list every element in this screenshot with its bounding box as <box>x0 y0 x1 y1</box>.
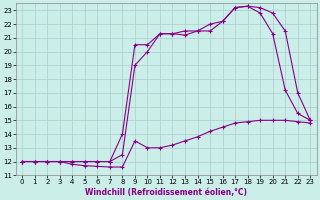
X-axis label: Windchill (Refroidissement éolien,°C): Windchill (Refroidissement éolien,°C) <box>85 188 247 197</box>
